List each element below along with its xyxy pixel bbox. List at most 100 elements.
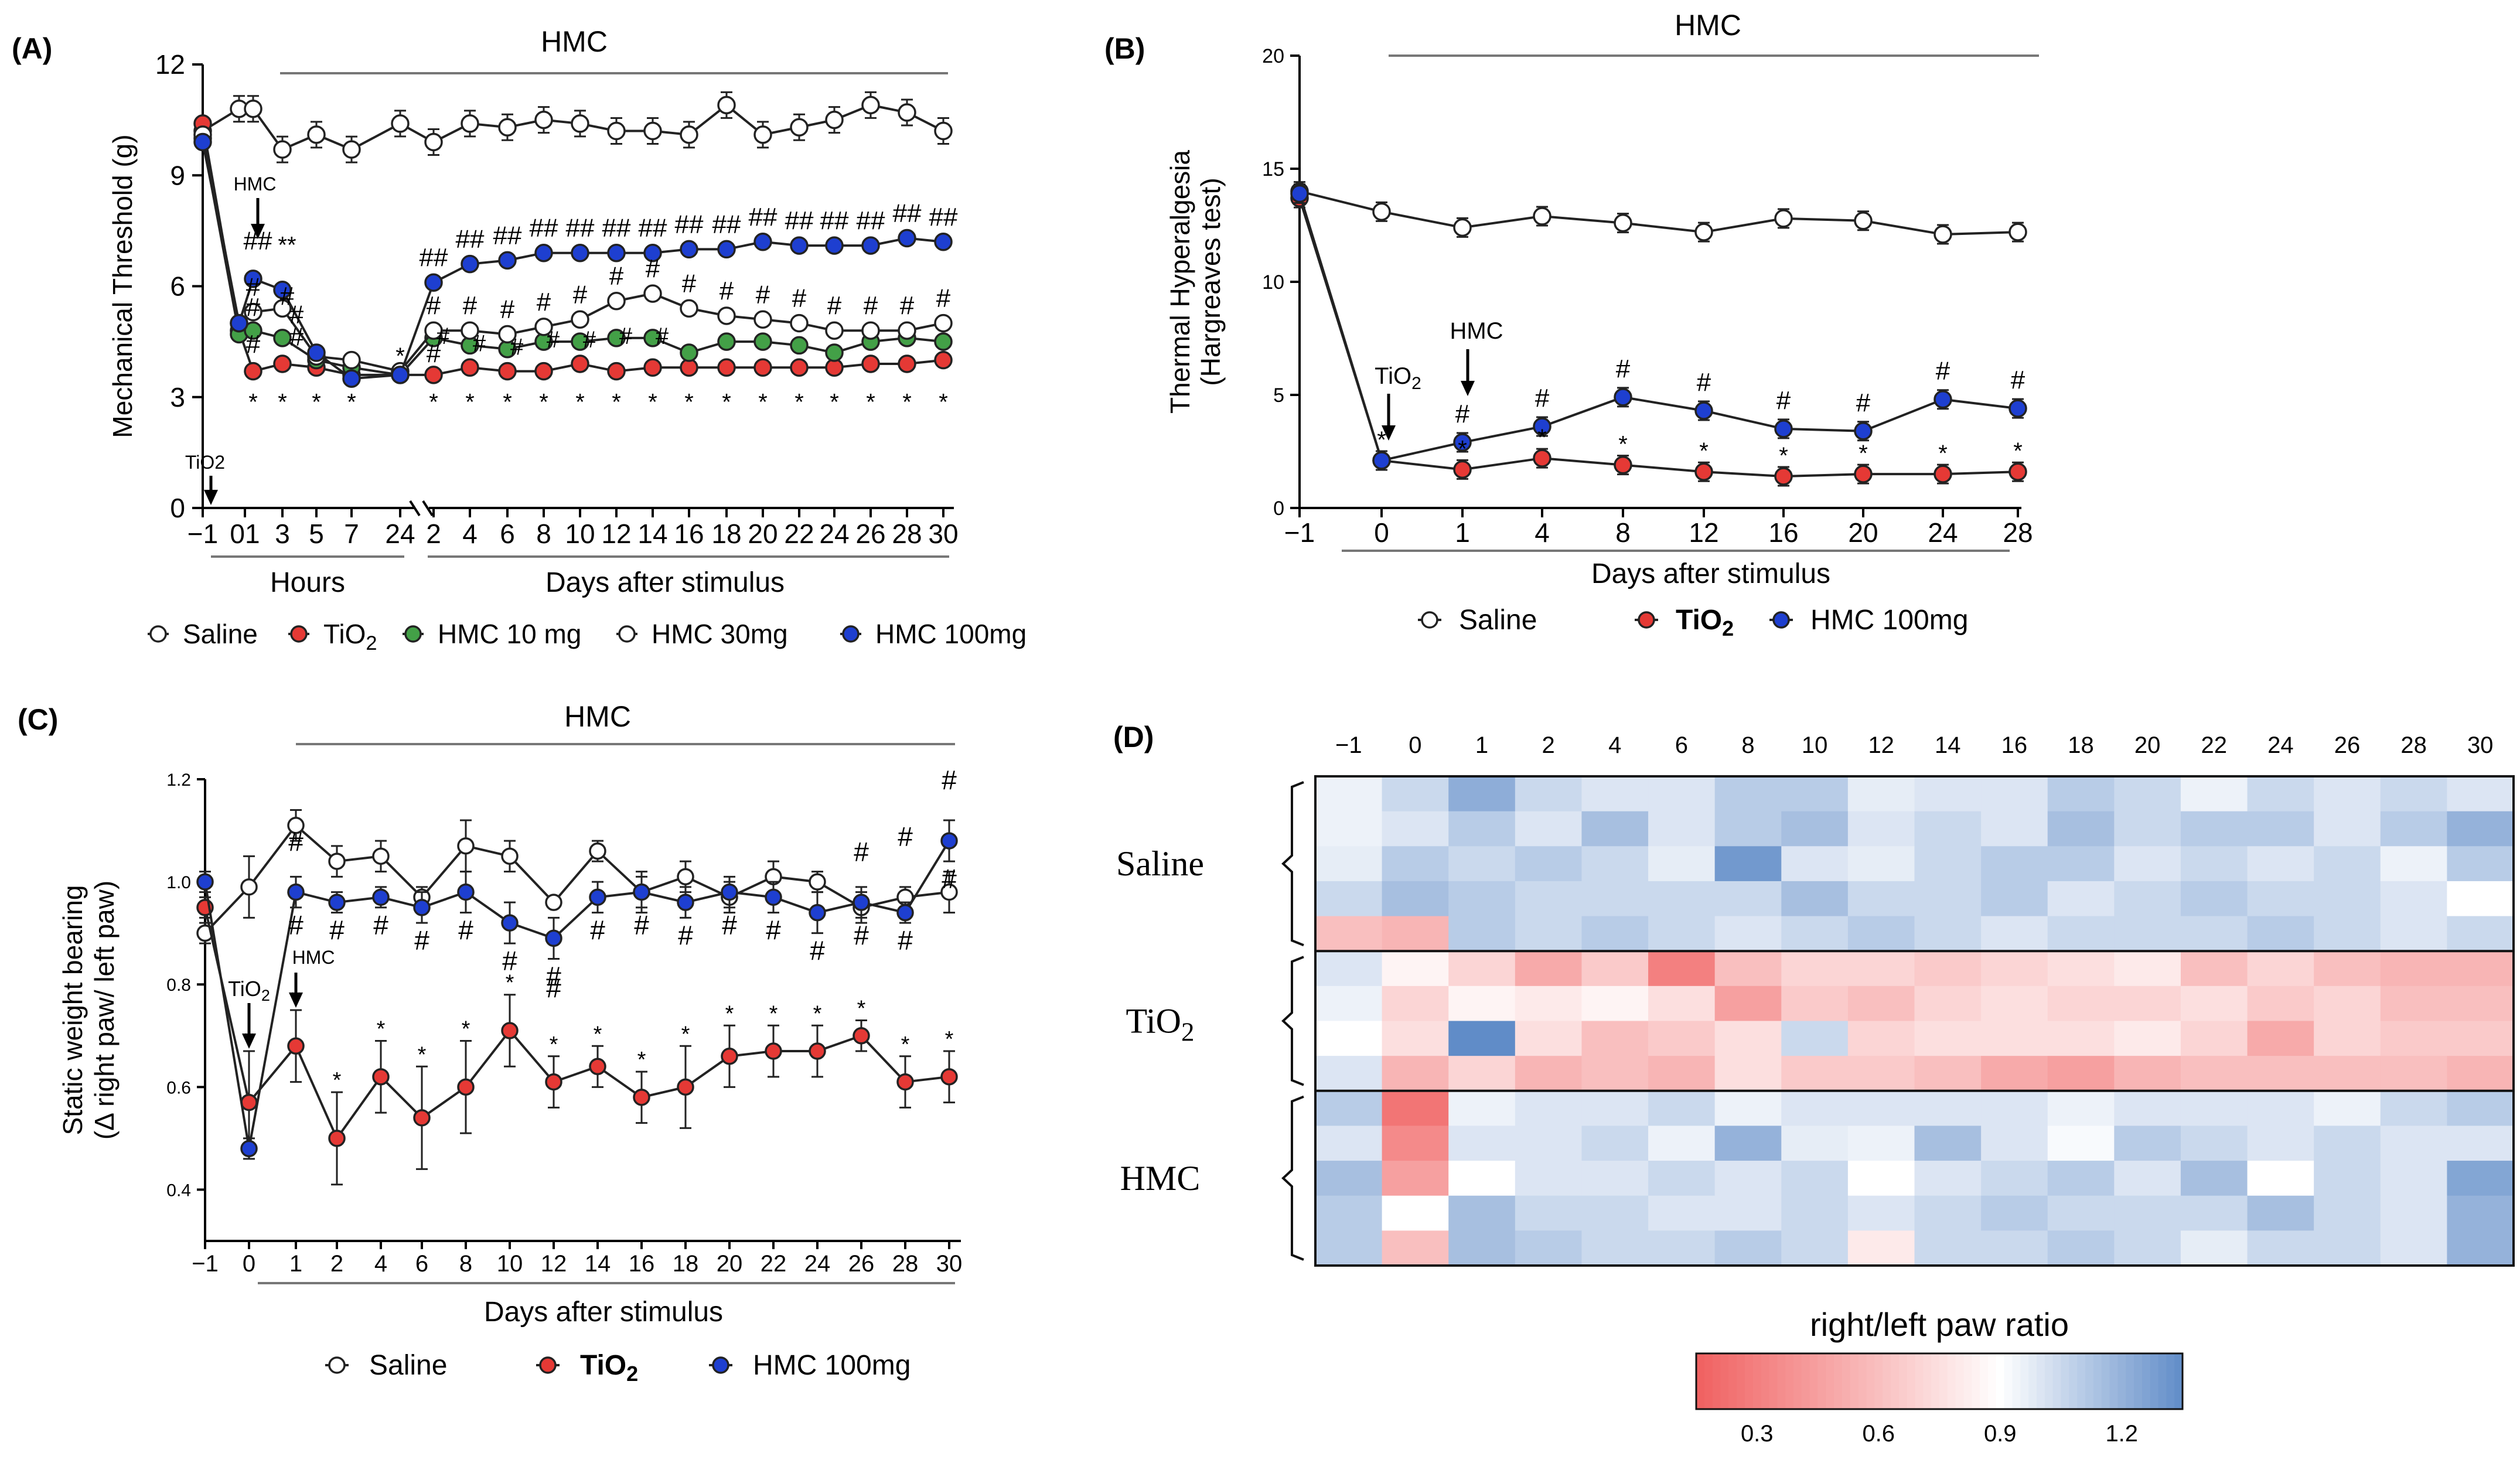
data-point — [809, 873, 826, 891]
heatmap-cell — [1315, 916, 1383, 952]
heatmap-cell — [1515, 846, 1582, 882]
heatmap-cell — [2447, 1056, 2514, 1092]
legend-label: TiO2 — [323, 619, 377, 654]
heatmap-cell — [1515, 916, 1582, 952]
heatmap-cell — [1981, 951, 2048, 987]
x-tick-label: 18 — [711, 519, 741, 549]
legend-marker — [328, 1356, 346, 1374]
y-tick-label: 6 — [170, 271, 185, 302]
data-point — [244, 99, 262, 118]
x-tick-label: 0 — [1374, 517, 1389, 548]
y-tick-label: 15 — [1262, 158, 1284, 180]
hash-mark: # — [510, 335, 524, 360]
data-point — [1614, 388, 1632, 407]
data-point — [1774, 467, 1793, 486]
data-point — [809, 903, 826, 922]
star-mark: * — [830, 389, 839, 415]
data-point — [372, 847, 390, 865]
heatmap-cell — [1781, 1090, 1849, 1126]
heatmap-cell — [2314, 776, 2381, 812]
data-point — [307, 125, 326, 144]
colorbar-segment — [1728, 1353, 1737, 1409]
data-point — [424, 321, 443, 340]
data-point — [717, 240, 736, 259]
heatmap-cell — [1847, 881, 1915, 917]
data-point — [1290, 184, 1309, 203]
star-mark: * — [758, 389, 768, 415]
heatmap-cell — [1914, 1090, 1982, 1126]
colorbar-segment — [2077, 1353, 2086, 1409]
column-label: 8 — [1741, 732, 1754, 758]
data-point — [457, 837, 475, 855]
tio2-arrow — [204, 476, 218, 505]
heatmap-cell — [1448, 1161, 1516, 1196]
colorbar-segment — [2174, 1353, 2183, 1409]
heatmap-cell — [1448, 1195, 1516, 1231]
panel-b-label: (B) — [1104, 32, 1145, 65]
tio2-arrow-label: TiO2 — [185, 452, 225, 473]
heatmap-cell — [2114, 1161, 2181, 1196]
x-group-label-hours: Hours — [270, 567, 345, 598]
colorbar-segment — [1883, 1353, 1891, 1409]
heatmap-cell — [1382, 881, 1449, 917]
colorbar-segment — [1777, 1353, 1786, 1409]
heatmap-cell — [2380, 811, 2447, 847]
colorbar-segment — [2158, 1353, 2167, 1409]
colorbar-segment — [1826, 1353, 1834, 1409]
colorbar-segment — [2117, 1353, 2126, 1409]
heatmap-cell — [2380, 951, 2447, 987]
colorbar-gradient — [1696, 1353, 2183, 1409]
heatmap-cell — [2380, 1195, 2447, 1231]
data-point — [571, 332, 589, 351]
star-mark: * — [725, 1001, 734, 1026]
double-hash-mark: ## — [857, 206, 885, 235]
colorbar-segment — [1996, 1353, 2005, 1409]
hash-mark: # — [766, 915, 781, 946]
data-point — [643, 121, 662, 141]
star-mark: * — [503, 389, 512, 415]
heatmap-cells — [1315, 776, 2514, 1266]
x-tick-label: 28 — [892, 1251, 919, 1277]
legend-marker — [149, 625, 167, 643]
x-tick-label: 4 — [1534, 517, 1550, 548]
data-point — [643, 284, 662, 303]
x-tick-label: 5 — [309, 519, 324, 549]
colorbar-segment — [1955, 1353, 1965, 1409]
group-brace — [1281, 781, 1304, 947]
star-mark: * — [648, 389, 657, 415]
heatmap-cell — [2380, 881, 2447, 917]
heatmap-cell — [1781, 916, 1849, 952]
data-point — [896, 1073, 914, 1091]
data-point — [545, 1073, 562, 1091]
heatmap-cell — [1714, 951, 1782, 987]
legend-item: HMC 100mg — [840, 619, 1027, 649]
star-mark: * — [333, 1068, 342, 1093]
colorbar-tick-label: 1.2 — [2105, 1421, 2138, 1447]
x-tick-label: 10 — [565, 519, 595, 549]
heatmap-cell — [1382, 1090, 1449, 1126]
hash-mark: # — [678, 920, 693, 950]
colorbar-segment — [1866, 1353, 1875, 1409]
hash-mark: # — [289, 322, 304, 351]
heatmap-cell — [2447, 881, 2514, 917]
colorbar-segment — [2069, 1353, 2078, 1409]
double-hash-mark: ## — [566, 214, 595, 243]
heatmap-cell — [1581, 1126, 1649, 1161]
x-tick-label: 6 — [500, 519, 515, 549]
heatmap-cell — [2447, 846, 2514, 882]
star-mark: * — [1938, 441, 1948, 466]
heatmap-cell — [1847, 776, 1915, 812]
heatmap-cell — [1847, 1090, 1915, 1126]
star-mark: * — [681, 1022, 690, 1046]
panel-a-label: (A) — [12, 32, 52, 65]
heatmap-cell — [2047, 985, 2115, 1021]
heatmap-cell — [2247, 1021, 2314, 1056]
heatmap-cell — [1847, 1230, 1915, 1266]
legend-label: HMC 100mg — [753, 1350, 911, 1381]
data-point — [861, 96, 880, 115]
star-mark: * — [1458, 436, 1467, 462]
arrow-head — [1461, 381, 1475, 396]
x-tick-label: 30 — [936, 1251, 963, 1277]
data-point — [898, 321, 916, 340]
data-point — [534, 110, 553, 129]
